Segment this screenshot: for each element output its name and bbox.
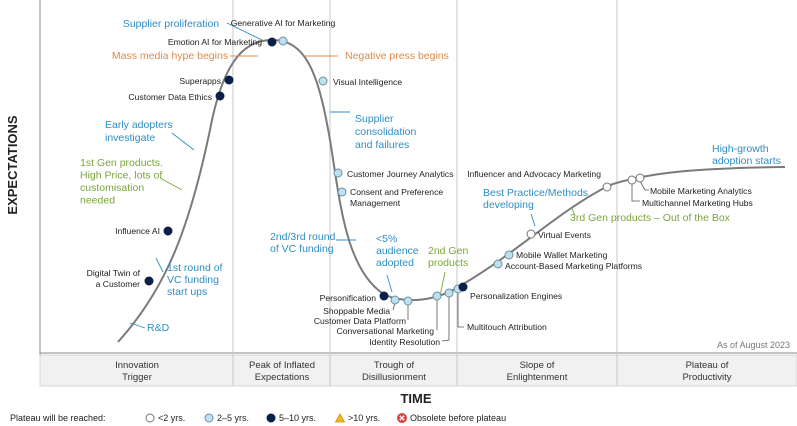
point-superapps [224,75,234,85]
label-personification: Personification [320,293,377,303]
annotation-1st-gen-products: 1st Gen products. High Price, lots of cust… [80,157,163,207]
point-mobile-marketing-analytics [635,173,645,183]
annotation-early-adopters: Early adopters investigate [105,119,173,144]
annotation-leader-5 [386,274,393,293]
label-mobile-wallet-marketing: Mobile Wallet Marketing [516,250,608,260]
label-multitouch-attribution: Multitouch Attribution [467,322,547,332]
phase-trough-of-disillusionment: Trough of Disillusionment [362,360,426,383]
point-consent-and-preference-management [337,187,347,197]
point-generative-ai-for-marketing [278,36,288,46]
phase-plateau-of-productivity: Plateau of Productivity [682,360,731,383]
label-multichannel-marketing-hubs: Multichannel Marketing Hubs [642,198,753,208]
annotation-leader-2nd-gen [439,271,446,297]
label-account-based-marketing-platforms: Account-Based Marketing Platforms [505,261,642,271]
legend-label-3: >10 yrs. [348,413,380,423]
point-personification [379,291,389,301]
legend-label-2: 5–10 yrs. [279,413,316,423]
label-visual-intelligence: Visual Intelligence [333,77,402,87]
label-generative-ai-for-marketing: Generative AI for Marketing [231,18,336,28]
label-personalization-engines: Personalization Engines [470,291,562,301]
label-identity-resolution: Identity Resolution [369,337,440,347]
y-axis-label: EXPECTATIONS [5,115,20,215]
label-customer-data-platform: Customer Data Platform [314,316,406,326]
annotation-leader-1st-round-of [155,257,164,273]
annotation-leader-1st-gen-products [159,177,183,191]
point-virtual-events [526,229,536,239]
legend-marker-3 [334,413,346,423]
point-customer-data-platform [403,296,413,306]
technology-labels: Digital Twin of a Customer Influence AI Cus… [87,18,753,347]
leader-identity-resolution [441,296,450,342]
legend-marker-1 [204,413,214,423]
annotation-2nd-3rd-round: 2nd/3rd round of VC funding [270,231,336,255]
legend: Plateau will be reached: <2 yrs. 2–5 yrs. 5… [10,413,506,423]
label-digital-twin-of-a-customer: Digital Twin of a Customer [87,268,141,289]
legend-label-1: 2–5 yrs. [217,413,249,423]
point-multichannel-marketing-hubs [627,175,637,185]
point-shoppable-media [390,295,400,305]
phase-peak-of-inflated-expectations: Peak of Inflated Expectations [249,360,315,383]
annotation-supplier-proliferation: Supplier proliferation [123,18,219,30]
leader-multichannel-marketing-hubs [631,183,640,202]
point-influencer-and-advocacy-marketing [602,182,612,192]
x-axis-label: TIME [400,391,431,406]
point-mobile-wallet-marketing [504,250,514,260]
annotation-leader-early-adopters [171,132,195,151]
label-emotion-ai-for-marketing: Emotion AI for Marketing [168,37,262,47]
label-virtual-events: Virtual Events [538,230,591,240]
point-emotion-ai-for-marketing [267,37,277,47]
chart-frame [39,0,797,387]
annotation-leader-r-d [129,322,146,329]
label-influencer-and-advocacy-marketing: Influencer and Advocacy Marketing [467,169,601,179]
as-of-label: As of August 2023 [717,340,790,350]
annotation-best-practice-methods: Best Practice/Methods developing [483,187,588,211]
phase-labels: Innovation Trigger Peak of Inflated Expecta… [115,360,732,383]
annotation-high-growth: High-growth adoption starts [712,143,781,167]
label-superapps: Superapps [179,76,221,86]
annotation-leader-supplier-proliferation [226,22,263,41]
point-personalization-engines [458,282,468,292]
annotation-r-d: R&D [147,322,170,334]
point-visual-intelligence [318,76,328,86]
legend-label-4: Obsolete before plateau [410,413,506,423]
label-influence-ai: Influence AI [115,226,160,236]
technology-points [144,36,645,306]
leader-multitouch-attribution [457,292,464,328]
annotation-negative-press-begins: Negative press begins [345,50,449,62]
point-identity-resolution [444,288,454,298]
annotation-3rd-gen-products-out-of-the-box: 3rd Gen products – Out of the Box [570,212,731,224]
label-conversational-marketing: Conversational Marketing [337,326,435,336]
label-consent-and-preference-management: Consent and Preference Management [350,187,443,208]
phase-slope-of-enlightenment: Slope of Enlightenment [507,360,568,383]
point-digital-twin-of-a-customer [144,276,154,286]
label-customer-data-ethics: Customer Data Ethics [128,92,212,102]
phase-annotations: Supplier proliferation Mass media hype be… [80,18,781,334]
annotation-mass-media-hype-begins: Mass media hype begins [112,50,228,62]
leader-mobile-marketing-analytics [639,180,649,191]
phase-band [39,354,797,387]
phase-innovation-trigger: Innovation Trigger [115,360,159,383]
label-customer-journey-analytics: Customer Journey Analytics [347,169,454,179]
annotation-leader-3rd-gen-products-out-of-the-box [571,207,576,217]
legend-marker-2 [266,413,276,423]
legend-title: Plateau will be reached: [10,413,106,423]
legend-marker-0 [145,413,155,423]
label-mobile-marketing-analytics: Mobile Marketing Analytics [650,186,752,196]
annotation-2nd-gen: 2nd Gen products [428,245,468,269]
label-shoppable-media: Shoppable Media [323,306,390,316]
point-customer-data-ethics [215,91,225,101]
annotation-1st-round-of: 1st round of VC funding start ups [167,262,223,298]
point-customer-journey-analytics [333,168,343,178]
annotation-5: <5% audience adopted [376,233,419,269]
point-influence-ai [163,226,173,236]
point-account-based-marketing-platforms [493,259,503,269]
annotation-leader-best-practice-methods [530,213,536,227]
legend-label-0: <2 yrs. [158,413,185,423]
point-conversational-marketing [432,291,442,301]
annotation-supplier: Supplier consolidation and failures [355,113,416,151]
